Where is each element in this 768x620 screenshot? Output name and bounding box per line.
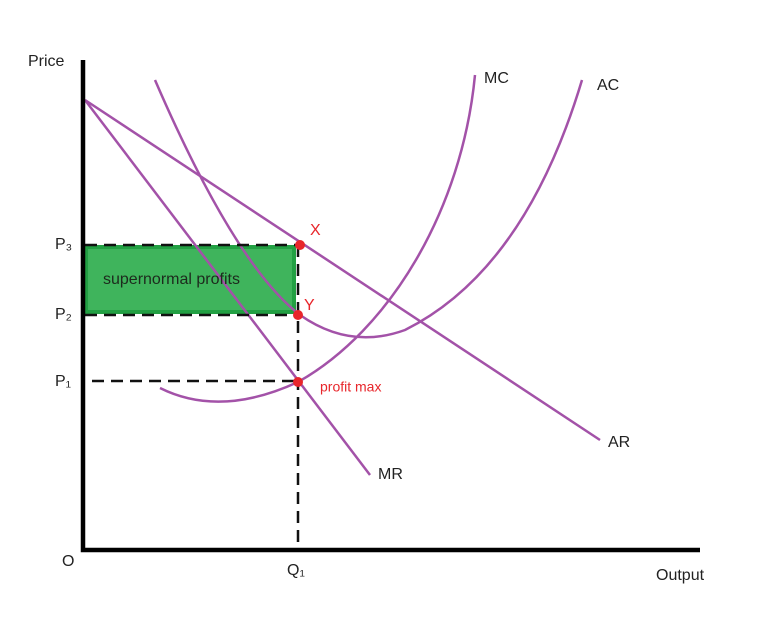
price-label: P₁ (55, 373, 71, 390)
profit-area (84, 245, 296, 314)
ac-curve (153, 79, 584, 339)
x-axis-label: Output (656, 567, 705, 584)
curve-label: AR (608, 434, 630, 451)
annotation: profit max (320, 379, 381, 395)
curve-label: MR (378, 466, 403, 483)
curve-label: AC (597, 77, 619, 94)
profit-max-point (293, 377, 303, 387)
quantity-label: Q₁ (287, 562, 305, 579)
mr-curve (84, 99, 371, 476)
price-label: P₃ (55, 236, 72, 253)
y-axis-label: Price (28, 53, 65, 70)
point-label: X (310, 222, 321, 239)
mc-curve (159, 74, 477, 403)
origin-label: O (62, 553, 74, 570)
point-x (295, 240, 305, 250)
point-y (293, 310, 303, 320)
curve-label: MC (484, 70, 509, 87)
guide-lines (85, 243, 300, 545)
ar-curve (84, 98, 601, 442)
point-label: Y (304, 297, 315, 314)
area-label: supernormal profits (103, 271, 240, 288)
axes (80, 60, 700, 553)
price-label: P₂ (55, 306, 72, 323)
